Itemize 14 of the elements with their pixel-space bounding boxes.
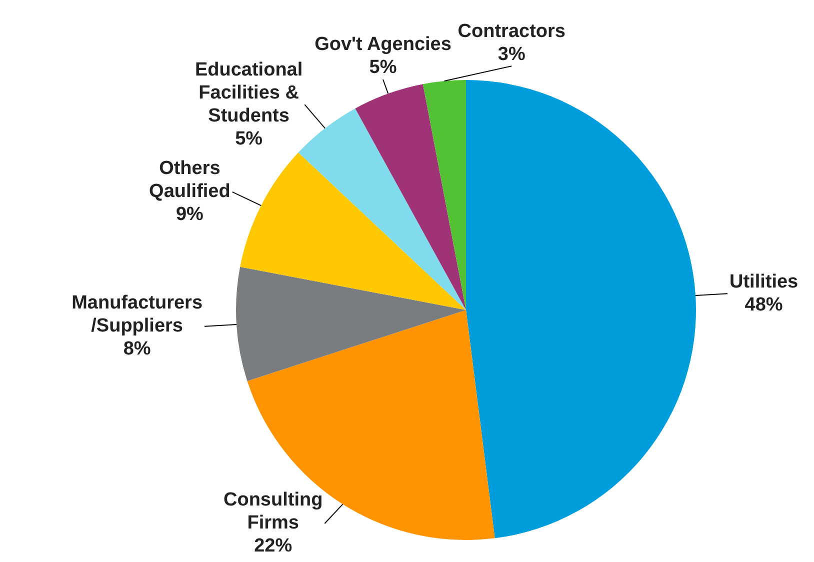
slice-label: Manufacturers /Suppliers	[72, 292, 203, 337]
data-label: 22%	[254, 536, 292, 557]
data-label: 5%	[369, 57, 397, 78]
data-label: 8%	[123, 338, 151, 360]
slice-label: Utilities	[729, 271, 798, 292]
data-label: 48%	[744, 294, 783, 316]
slice-label: Consulting Firms	[223, 490, 323, 534]
slice-label: Educational Facilities & Students	[194, 59, 303, 126]
data-label: 9%	[176, 204, 204, 226]
data-label: 5%	[235, 128, 263, 150]
data-label: 3%	[498, 44, 526, 65]
slice-label: Gov't Agencies	[314, 34, 452, 56]
slice-label: Contractors	[458, 20, 566, 42]
slice-label: Others Qaulified	[149, 158, 230, 202]
